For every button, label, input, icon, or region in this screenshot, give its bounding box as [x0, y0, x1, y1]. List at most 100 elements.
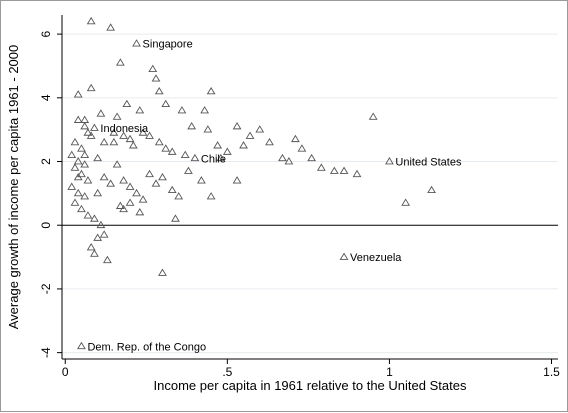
- data-point: [171, 214, 180, 222]
- data-point: [93, 188, 103, 197]
- data-point: [135, 208, 145, 216]
- data-point: [278, 153, 287, 162]
- data-point: [106, 23, 116, 31]
- data-point: [77, 204, 86, 213]
- data-point: [291, 134, 300, 143]
- data-point: [255, 125, 265, 133]
- y-tick-label: 0: [39, 222, 53, 229]
- x-axis-title: Income per capita in 1961 relative to th…: [154, 378, 467, 393]
- data-point: [138, 128, 148, 136]
- plot-area: [62, 15, 558, 359]
- data-point: [86, 83, 96, 92]
- data-point: [73, 188, 83, 197]
- data-point: [213, 141, 223, 149]
- data-point: [132, 39, 141, 47]
- data-point: [401, 198, 411, 206]
- y-tick-label: -4: [39, 347, 53, 358]
- data-point: [167, 185, 177, 194]
- data-point: [151, 74, 161, 82]
- data-point: [339, 166, 349, 174]
- data-point: [174, 192, 184, 200]
- x-tick-label: 1: [386, 365, 393, 379]
- data-point: [73, 172, 83, 181]
- data-point: [138, 195, 148, 203]
- y-axis-title: Average growth of income per capita 1961…: [6, 45, 21, 330]
- data-point: [128, 141, 138, 149]
- y-tick-label: 2: [39, 158, 53, 165]
- data-point: [70, 198, 80, 206]
- data-point: [70, 137, 80, 146]
- data-point: [90, 123, 99, 131]
- data-point: [329, 166, 339, 174]
- data-point: [158, 172, 167, 181]
- data-point: [70, 163, 80, 171]
- data-point: [167, 147, 177, 155]
- y-ticks: -4 -2 0 2 4 6: [39, 30, 62, 358]
- data-point: [154, 86, 164, 95]
- data-point: [203, 125, 213, 133]
- point-annotation: Venezuela: [350, 252, 402, 264]
- data-point: [86, 16, 96, 25]
- data-point: [125, 182, 135, 190]
- y-tick-label: -2: [39, 283, 53, 294]
- data-point: [232, 176, 242, 184]
- data-point: [135, 106, 145, 114]
- x-tick-label: 0: [62, 365, 69, 379]
- data-point: [216, 153, 226, 162]
- data-point: [148, 64, 158, 72]
- point-annotation: Indonesia: [100, 123, 149, 135]
- data-point: [200, 106, 210, 114]
- data-point: [206, 86, 216, 95]
- point-annotation: Singapore: [143, 39, 193, 51]
- x-ticks: 0 .5 1 1.5: [62, 359, 560, 379]
- data-point: [93, 233, 103, 241]
- x-tick-label: .5: [222, 365, 232, 379]
- data-point: [145, 169, 154, 178]
- data-points: [67, 16, 436, 350]
- data-point: [96, 220, 106, 229]
- data-point: [67, 182, 77, 190]
- data-point: [99, 137, 109, 146]
- data-point: [109, 128, 119, 136]
- data-point: [80, 122, 90, 130]
- grid-lines: [62, 33, 558, 354]
- data-point: [115, 201, 125, 209]
- data-point: [190, 153, 200, 162]
- data-point: [265, 137, 274, 146]
- data-point: [106, 179, 116, 187]
- point-annotation: Dem. Rep. of the Congo: [87, 341, 206, 353]
- data-point: [197, 176, 206, 184]
- data-point: [158, 268, 167, 276]
- data-point: [132, 188, 141, 197]
- data-point: [427, 185, 436, 194]
- data-point: [125, 134, 135, 143]
- data-point: [154, 137, 164, 146]
- data-point: [109, 137, 119, 146]
- data-point: [86, 243, 96, 251]
- data-point: [187, 122, 197, 130]
- data-point: [90, 249, 99, 257]
- data-point: [339, 252, 349, 260]
- annotations: Singapore Indonesia Chile United States Vene…: [87, 39, 462, 354]
- data-point: [115, 58, 125, 66]
- data-point: [184, 166, 193, 174]
- data-point: [145, 131, 154, 139]
- data-point: [83, 176, 93, 184]
- y-tick-label: 6: [39, 30, 53, 37]
- data-point: [73, 90, 83, 98]
- data-point: [245, 131, 255, 139]
- data-point: [80, 150, 90, 158]
- data-point: [99, 172, 109, 181]
- data-point: [96, 109, 106, 117]
- data-point: [161, 144, 171, 152]
- y-tick-label: 4: [39, 94, 53, 101]
- data-point: [177, 106, 187, 114]
- data-point: [77, 169, 86, 178]
- data-point: [222, 147, 232, 155]
- data-point: [239, 141, 248, 149]
- data-point: [112, 160, 122, 168]
- data-point: [90, 214, 99, 222]
- data-point: [119, 176, 128, 184]
